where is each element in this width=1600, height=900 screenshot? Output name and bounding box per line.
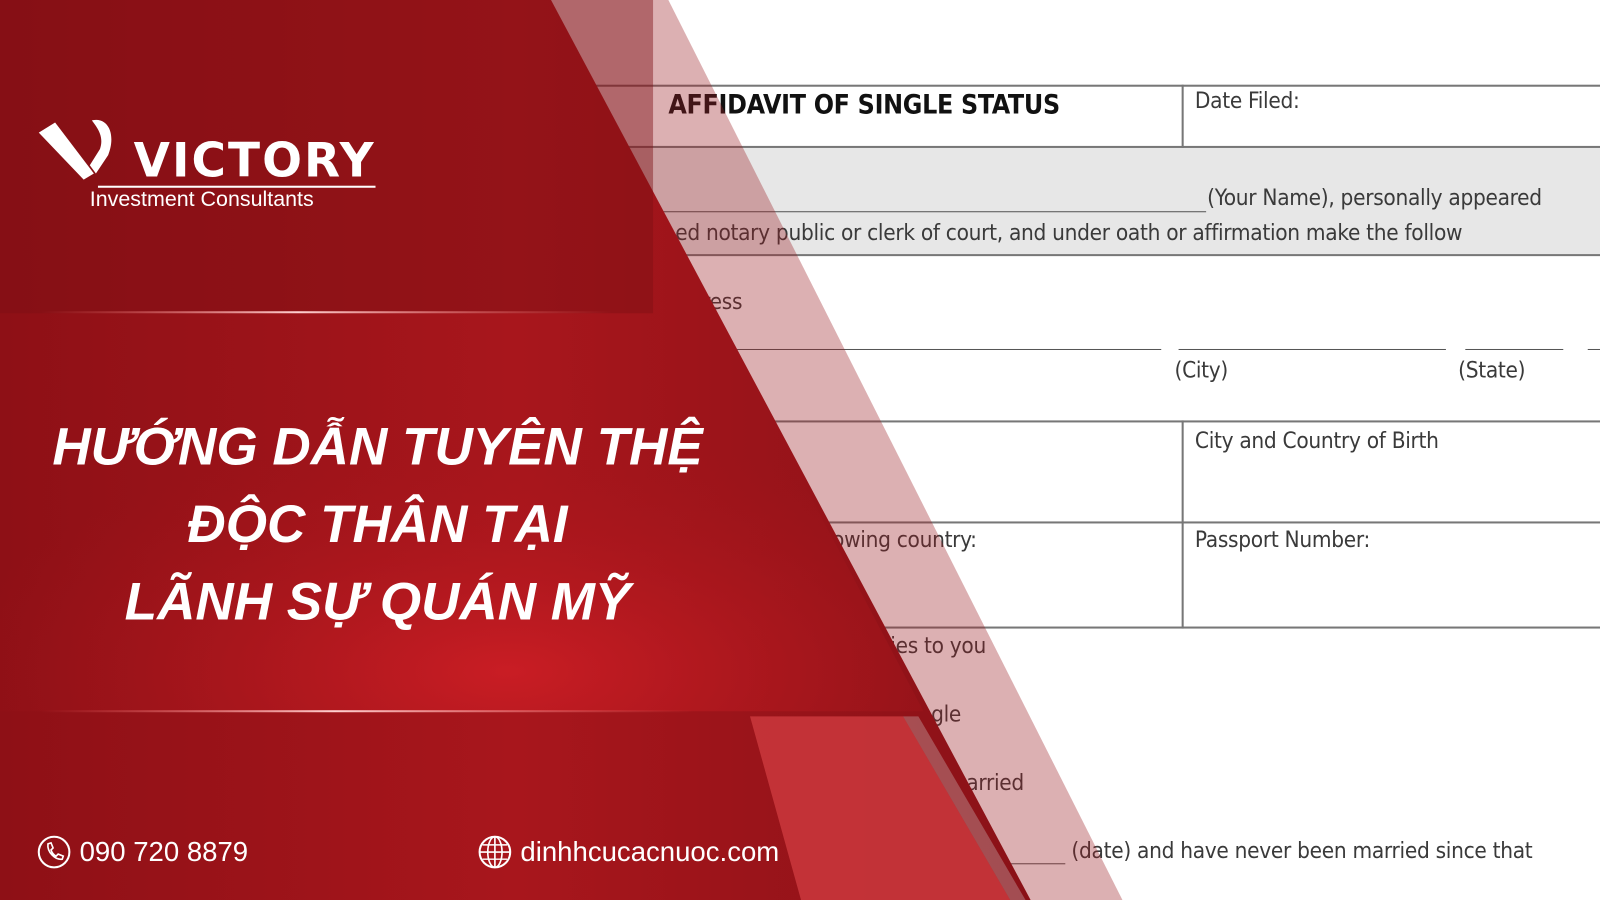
- country-label: llowing country:: [821, 527, 977, 554]
- city-underline: [1178, 348, 1446, 350]
- glow-line-top: [40, 311, 613, 314]
- phone-contact[interactable]: 090 720 8879: [37, 835, 248, 870]
- headline-line-3: LÃNH SỰ QUÁN MỸ: [124, 572, 631, 632]
- state-label: (State): [1458, 358, 1526, 384]
- headline-line-1: HƯỚNG DẪN TUYÊN THỆ: [52, 417, 703, 477]
- city-label: (City): [1174, 358, 1228, 384]
- logo-wordmark: VICTORY: [133, 132, 376, 188]
- headline: HƯỚNG DẪN TUYÊN THỆ ĐỘC THÂN TẠI LÃNH SỰ…: [0, 408, 755, 641]
- document-title: AFFIDAVIT OF SINGLE STATUS: [668, 89, 1060, 121]
- divider: [1181, 84, 1184, 148]
- center-glow: [0, 313, 924, 712]
- divider: [559, 84, 1600, 87]
- birth-label: City and Country of Birth: [1194, 428, 1439, 455]
- accent-shape: [749, 716, 1011, 900]
- logo-rule: [97, 185, 376, 188]
- headline-line-2: ĐỘC THÂN TẠI: [187, 494, 568, 555]
- divider: [559, 626, 1600, 629]
- website-link[interactable]: dinhhcucacnuoc.com: [520, 836, 780, 867]
- glow-line-bottom: [40, 710, 694, 713]
- divider: [1181, 420, 1184, 629]
- flag-area: [0, 0, 654, 314]
- passport-label: Passport Number:: [1194, 527, 1370, 554]
- website-contact[interactable]: dinhhcucacnuoc.com: [478, 835, 780, 870]
- logo-tagline: Investment Consultants: [89, 187, 314, 212]
- phone-number[interactable]: 090 720 8879: [79, 836, 249, 867]
- your-name-label: (Your Name), personally appeared: [1207, 185, 1542, 212]
- date-text: (date) and have never been married since…: [1071, 838, 1533, 865]
- date-underline: [979, 863, 1066, 865]
- globe-icon: [478, 835, 512, 869]
- oath-text: dersigned notary public or clerk of cour…: [602, 220, 1463, 246]
- divider: [559, 145, 1600, 148]
- divider: [559, 254, 1600, 257]
- date-filed-label: Date Filed:: [1194, 88, 1300, 115]
- name-underline: [612, 211, 1207, 213]
- address-underline: [632, 348, 1162, 350]
- phone-icon: [37, 835, 71, 869]
- state-underline: [1465, 348, 1564, 350]
- divider: [559, 521, 1600, 524]
- v-mark-icon: [38, 119, 112, 180]
- divider: [559, 420, 1600, 423]
- zip-underline: [1587, 348, 1600, 350]
- shaded-band: [559, 147, 1600, 255]
